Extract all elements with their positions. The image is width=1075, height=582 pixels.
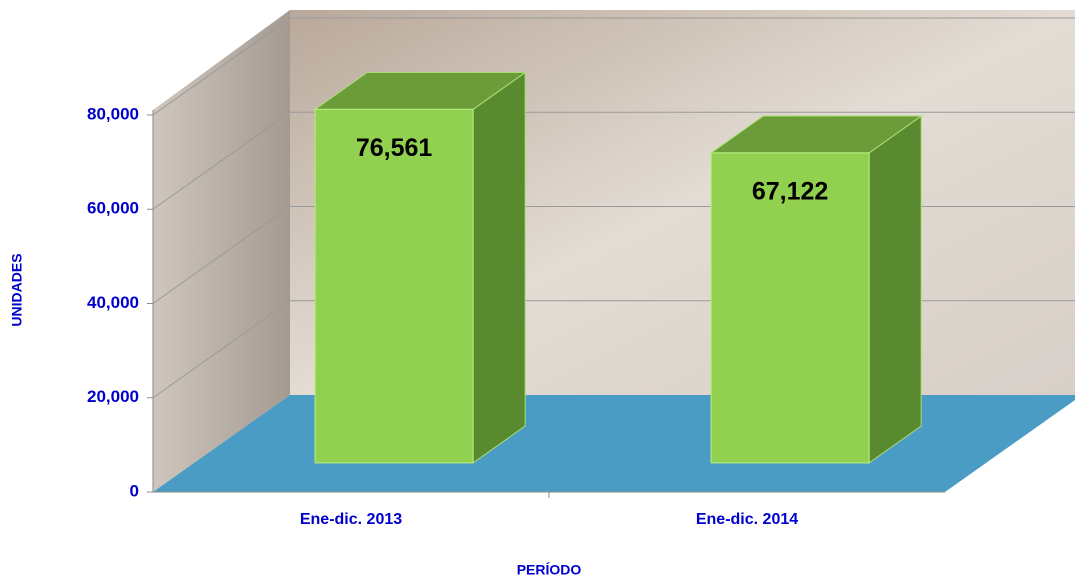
y-tick-label: 40,000 — [87, 293, 139, 312]
y-tick-label: 20,000 — [87, 387, 139, 406]
value-label: 76,561 — [356, 134, 433, 162]
value-label: 67,122 — [752, 178, 828, 206]
y-tick-label: 80,000 — [87, 104, 139, 123]
y-tick-label: 60,000 — [87, 199, 139, 218]
floor — [153, 395, 1075, 492]
bar-side — [473, 72, 525, 462]
y-tick-label: 0 — [130, 481, 139, 500]
bar-side — [869, 116, 921, 463]
chart: UNIDADES PERÍODO 0 20,000 40,000 60,000 80,0… — [0, 0, 1075, 582]
x-tick-label: Ene-dic. 2014 — [696, 511, 798, 528]
x-axis-title: PERÍODO — [517, 562, 582, 578]
x-tick-label: Ene-dic. 2013 — [300, 511, 402, 528]
bar — [315, 109, 473, 463]
y-axis-title: UNIDADES — [9, 253, 25, 326]
